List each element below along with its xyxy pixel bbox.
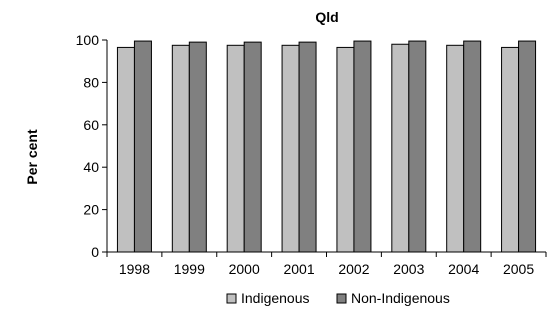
y-ticks-group: 0 20 40 60 80 100 <box>76 32 107 260</box>
x-tick-label-2001: 2001 <box>283 261 314 277</box>
bar-indigenous-2005 <box>501 46 520 253</box>
bar-non-indigenous-2000 <box>243 41 262 253</box>
bar-non-indigenous-2002 <box>353 40 372 253</box>
bar-indigenous-1999 <box>171 44 190 253</box>
bar-non-indigenous-2003 <box>408 40 427 253</box>
legend-swatch-indigenous <box>226 293 237 304</box>
y-tick-label-40: 40 <box>83 159 99 175</box>
x-tick-label-2002: 2002 <box>338 261 369 277</box>
legend: Indigenous Non-Indigenous <box>226 290 450 306</box>
x-tick-label-2005: 2005 <box>503 261 534 277</box>
bar-non-indigenous-1998 <box>133 40 152 253</box>
y-tick-label-80: 80 <box>83 74 99 90</box>
bar-indigenous-2004 <box>446 44 465 253</box>
chart-title: Qld <box>315 9 338 25</box>
x-tick-label-2003: 2003 <box>393 261 424 277</box>
bar-indigenous-2001 <box>281 44 300 253</box>
x-tick-label-1999: 1999 <box>174 261 205 277</box>
bar-indigenous-2000 <box>226 44 245 253</box>
bar-indigenous-1998 <box>116 46 135 253</box>
legend-label-indigenous: Indigenous <box>241 290 310 306</box>
bar-indigenous-2002 <box>336 46 355 253</box>
x-ticks-group: 1998 1999 2000 2001 2002 2003 2004 2005 <box>106 252 547 277</box>
x-tick-label-2000: 2000 <box>229 261 260 277</box>
legend-label-non-indigenous: Non-Indigenous <box>351 290 450 306</box>
x-tick-label-2004: 2004 <box>448 261 479 277</box>
bar-non-indigenous-2005 <box>518 40 537 253</box>
y-tick-label-0: 0 <box>91 244 99 260</box>
x-tick-label-1998: 1998 <box>119 261 150 277</box>
y-tick-label-60: 60 <box>83 117 99 133</box>
bars-group <box>116 40 537 253</box>
y-tick-label-100: 100 <box>76 32 100 48</box>
bar-non-indigenous-1999 <box>188 41 207 253</box>
bar-indigenous-2003 <box>391 43 410 253</box>
legend-swatch-non-indigenous <box>336 293 347 304</box>
bar-non-indigenous-2004 <box>463 40 482 253</box>
y-tick-label-20: 20 <box>83 202 99 218</box>
bar-non-indigenous-2001 <box>298 41 317 253</box>
y-axis-label: Per cent <box>24 129 40 185</box>
